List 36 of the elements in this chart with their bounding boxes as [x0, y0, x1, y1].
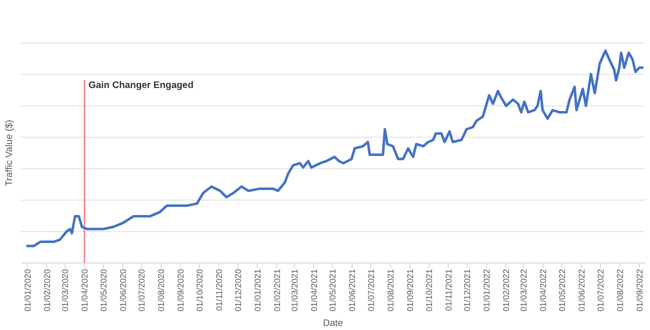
x-tick-label: 01/01/2020	[22, 268, 32, 312]
x-tick-label: 01/11/2021	[443, 268, 454, 311]
x-tick-label: 01/09/2021	[404, 268, 415, 312]
x-tick-label: 01/10/2021	[424, 268, 434, 312]
x-tick-label: 01/07/2021	[366, 268, 376, 312]
x-tick-label: 01/08/2020	[156, 268, 166, 312]
x-tick-label: 01/03/2022	[518, 268, 529, 312]
x-tick-label: 01/12/2021	[462, 268, 472, 312]
x-tick-label: 01/09/2020	[176, 268, 186, 312]
x-tick-label: 01/07/2022	[595, 268, 606, 312]
x-tick-label: 01/06/2022	[576, 268, 587, 312]
x-tick-label: 01/08/2021	[386, 268, 396, 312]
ref-line-label: Gain Changer Engaged	[88, 80, 194, 91]
x-tick-label: 01/04/2021	[308, 268, 319, 312]
x-tick-label: 01/04/2020	[79, 268, 90, 312]
x-tick-label: 01/07/2020	[136, 268, 147, 312]
x-axis-title: Date	[322, 318, 344, 329]
x-tick-label: 01/01/2021	[252, 268, 262, 312]
x-tick-label: 01/05/2022	[557, 268, 568, 312]
x-tick-label: 01/04/2022	[538, 268, 548, 312]
x-tick-label: 01/01/2022	[482, 268, 492, 312]
x-tick-label: 01/05/2021	[328, 268, 338, 312]
y-axis-title: Traffic Value ($)	[4, 120, 15, 186]
x-tick-label: 01/02/2020	[42, 268, 52, 312]
x-tick-label: 01/02/2021	[272, 268, 282, 312]
x-tick-label: 01/06/2021	[347, 268, 358, 312]
x-tick-label: 01/09/2022	[634, 268, 644, 312]
x-tick-label: 01/05/2020	[98, 268, 108, 312]
x-tick-label: 01/10/2020	[194, 268, 204, 312]
x-tick-label: 01/03/2021	[289, 268, 300, 312]
x-tick-label: 01/12/2020	[232, 268, 243, 312]
x-tick-label: 01/06/2020	[118, 268, 128, 312]
x-tick-label: 01/02/2022	[501, 268, 512, 312]
x-tick-label: 01/11/2020	[214, 268, 224, 311]
x-tick-label: 01/03/2020	[60, 268, 70, 312]
x-tick-label: 01/08/2022	[614, 268, 625, 312]
